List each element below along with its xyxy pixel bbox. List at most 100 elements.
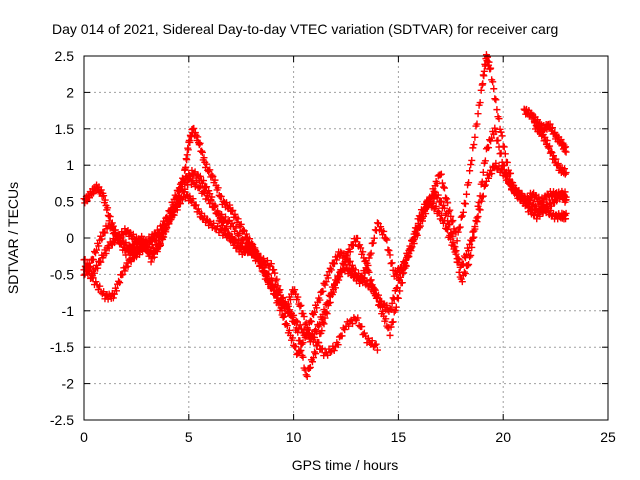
data-point <box>289 334 297 342</box>
data-point <box>203 160 211 168</box>
data-point <box>343 254 351 262</box>
data-point <box>345 322 353 330</box>
data-point <box>269 277 277 285</box>
data-point <box>390 295 398 303</box>
data-point <box>300 313 308 321</box>
data-point <box>456 223 464 231</box>
data-point <box>226 201 234 209</box>
data-point <box>419 214 427 222</box>
data-point <box>327 290 335 298</box>
data-point <box>438 179 446 187</box>
data-point <box>394 294 402 302</box>
data-point <box>334 341 342 349</box>
data-point <box>190 124 198 132</box>
data-point <box>535 193 543 201</box>
data-point <box>367 276 375 284</box>
data-point <box>382 315 390 323</box>
data-point <box>318 327 326 335</box>
data-point <box>465 179 473 187</box>
data-point <box>228 233 236 241</box>
data-point <box>415 222 423 230</box>
data-point <box>326 264 334 272</box>
data-point <box>141 244 149 252</box>
data-point <box>399 266 407 274</box>
data-point <box>218 210 226 218</box>
data-point <box>198 148 206 156</box>
data-point <box>86 194 94 202</box>
data-point <box>196 172 204 180</box>
data-point <box>165 217 173 225</box>
data-point <box>312 350 320 358</box>
data-point <box>370 234 378 242</box>
data-point <box>181 185 189 193</box>
data-point <box>548 124 556 132</box>
data-point <box>517 189 525 197</box>
data-point <box>469 144 477 152</box>
data-point <box>370 285 378 293</box>
data-point <box>242 239 250 247</box>
data-point <box>561 165 569 173</box>
y-tick-label: 2.5 <box>55 48 75 64</box>
data-point <box>159 235 167 243</box>
data-point <box>265 270 273 278</box>
data-point <box>430 195 438 203</box>
data-point <box>491 95 499 103</box>
data-point <box>421 206 429 214</box>
data-point <box>199 177 207 185</box>
data-point <box>144 243 152 251</box>
data-point <box>105 244 113 252</box>
data-point <box>198 147 206 155</box>
data-point <box>93 246 101 254</box>
data-point <box>371 341 379 349</box>
data-point <box>538 208 546 216</box>
data-point <box>442 194 450 202</box>
data-point <box>90 269 98 277</box>
data-point <box>468 243 476 251</box>
data-point <box>380 227 388 235</box>
data-point <box>159 230 167 238</box>
data-point <box>308 358 316 366</box>
data-point <box>147 258 155 266</box>
data-point <box>466 167 474 175</box>
data-point <box>305 364 313 372</box>
data-point <box>316 320 324 328</box>
data-point <box>321 308 329 316</box>
data-point <box>221 213 229 221</box>
data-point <box>407 244 415 252</box>
data-point <box>311 348 319 356</box>
data-point <box>321 281 329 289</box>
data-point <box>465 247 473 255</box>
data-point <box>473 120 481 128</box>
y-tick-label: -0.5 <box>50 266 74 282</box>
x-axis-label: GPS time / hours <box>292 457 399 473</box>
data-point <box>451 243 459 251</box>
data-point <box>359 274 367 282</box>
data-point <box>455 224 463 232</box>
data-point <box>193 178 201 186</box>
data-point <box>505 175 513 183</box>
data-point <box>106 213 114 221</box>
data-point <box>382 235 390 243</box>
data-point <box>495 115 503 123</box>
data-point <box>189 195 197 203</box>
data-point <box>387 323 395 331</box>
data-point <box>458 212 466 220</box>
data-point <box>373 219 381 227</box>
y-tick-label: -1.5 <box>50 339 74 355</box>
data-point <box>224 218 232 226</box>
data-point <box>201 212 209 220</box>
data-point <box>221 226 229 234</box>
data-point <box>386 331 394 339</box>
data-point <box>494 136 502 144</box>
x-tick-label: 25 <box>600 429 616 445</box>
x-tick-label: 15 <box>391 429 407 445</box>
data-point <box>485 58 493 66</box>
data-point <box>388 259 396 267</box>
data-point <box>225 229 233 237</box>
data-point <box>330 260 338 268</box>
data-point <box>250 250 258 258</box>
data-point <box>81 262 89 270</box>
data-point <box>368 281 376 289</box>
data-point <box>465 261 473 269</box>
data-point <box>385 247 393 255</box>
